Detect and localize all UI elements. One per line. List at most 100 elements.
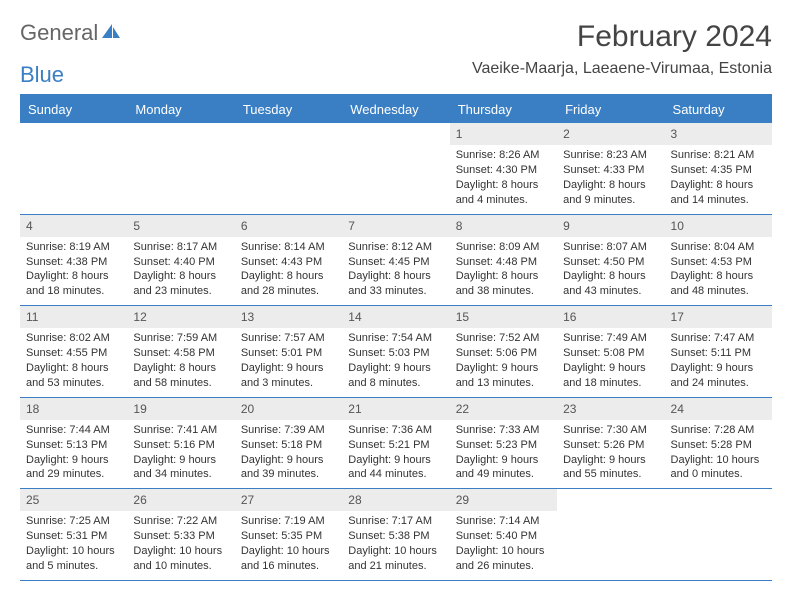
day-number: 3	[665, 123, 772, 145]
day-details: Sunrise: 8:07 AMSunset: 4:50 PMDaylight:…	[557, 237, 664, 305]
day-number: 13	[235, 306, 342, 328]
day-number: 27	[235, 489, 342, 511]
day-details: Sunrise: 7:25 AMSunset: 5:31 PMDaylight:…	[20, 511, 127, 579]
sunset-line: Sunset: 5:06 PM	[456, 346, 551, 361]
day-details: Sunrise: 8:21 AMSunset: 4:35 PMDaylight:…	[665, 145, 772, 213]
day-cell: 26Sunrise: 7:22 AMSunset: 5:33 PMDayligh…	[127, 489, 234, 581]
day-number: 11	[20, 306, 127, 328]
day-number: 12	[127, 306, 234, 328]
day-cell: 18Sunrise: 7:44 AMSunset: 5:13 PMDayligh…	[20, 397, 127, 489]
sunset-line: Sunset: 4:30 PM	[456, 163, 551, 178]
sunset-line: Sunset: 4:55 PM	[26, 346, 121, 361]
day-details: Sunrise: 7:30 AMSunset: 5:26 PMDaylight:…	[557, 420, 664, 488]
sunrise-line: Sunrise: 7:22 AM	[133, 514, 228, 529]
day-details: Sunrise: 7:52 AMSunset: 5:06 PMDaylight:…	[450, 328, 557, 396]
day-details: Sunrise: 7:33 AMSunset: 5:23 PMDaylight:…	[450, 420, 557, 488]
day-cell: 4Sunrise: 8:19 AMSunset: 4:38 PMDaylight…	[20, 214, 127, 306]
day-number: 22	[450, 398, 557, 420]
daylight-line: Daylight: 10 hours and 16 minutes.	[241, 544, 336, 574]
sunrise-line: Sunrise: 7:36 AM	[348, 423, 443, 438]
day-cell: 13Sunrise: 7:57 AMSunset: 5:01 PMDayligh…	[235, 306, 342, 398]
day-number: 17	[665, 306, 772, 328]
day-cell: 6Sunrise: 8:14 AMSunset: 4:43 PMDaylight…	[235, 214, 342, 306]
daylight-line: Daylight: 9 hours and 55 minutes.	[563, 453, 658, 483]
day-number: 24	[665, 398, 772, 420]
sunrise-line: Sunrise: 7:14 AM	[456, 514, 551, 529]
sunset-line: Sunset: 4:53 PM	[671, 255, 766, 270]
day-cell	[127, 123, 234, 214]
day-cell: 16Sunrise: 7:49 AMSunset: 5:08 PMDayligh…	[557, 306, 664, 398]
day-number: 16	[557, 306, 664, 328]
daylight-line: Daylight: 8 hours and 53 minutes.	[26, 361, 121, 391]
week-row: 25Sunrise: 7:25 AMSunset: 5:31 PMDayligh…	[20, 489, 772, 581]
sunset-line: Sunset: 5:31 PM	[26, 529, 121, 544]
daylight-line: Daylight: 8 hours and 9 minutes.	[563, 178, 658, 208]
sunset-line: Sunset: 5:16 PM	[133, 438, 228, 453]
sunset-line: Sunset: 4:33 PM	[563, 163, 658, 178]
sunrise-line: Sunrise: 8:07 AM	[563, 240, 658, 255]
day-number: 10	[665, 215, 772, 237]
calendar-table: Sunday Monday Tuesday Wednesday Thursday…	[20, 96, 772, 581]
daylight-line: Daylight: 10 hours and 26 minutes.	[456, 544, 551, 574]
sunrise-line: Sunrise: 7:54 AM	[348, 331, 443, 346]
day-cell	[557, 489, 664, 581]
daylight-line: Daylight: 8 hours and 23 minutes.	[133, 269, 228, 299]
sunrise-line: Sunrise: 7:59 AM	[133, 331, 228, 346]
day-number: 25	[20, 489, 127, 511]
day-cell: 17Sunrise: 7:47 AMSunset: 5:11 PMDayligh…	[665, 306, 772, 398]
day-details: Sunrise: 7:39 AMSunset: 5:18 PMDaylight:…	[235, 420, 342, 488]
daylight-line: Daylight: 10 hours and 10 minutes.	[133, 544, 228, 574]
week-row: 11Sunrise: 8:02 AMSunset: 4:55 PMDayligh…	[20, 306, 772, 398]
daylight-line: Daylight: 8 hours and 18 minutes.	[26, 269, 121, 299]
sunrise-line: Sunrise: 8:19 AM	[26, 240, 121, 255]
day-cell: 2Sunrise: 8:23 AMSunset: 4:33 PMDaylight…	[557, 123, 664, 214]
day-details: Sunrise: 7:22 AMSunset: 5:33 PMDaylight:…	[127, 511, 234, 579]
daylight-line: Daylight: 9 hours and 44 minutes.	[348, 453, 443, 483]
sunset-line: Sunset: 4:43 PM	[241, 255, 336, 270]
title-block: February 2024 Vaeike-Maarja, Laeaene-Vir…	[472, 20, 772, 78]
day-cell: 22Sunrise: 7:33 AMSunset: 5:23 PMDayligh…	[450, 397, 557, 489]
day-details: Sunrise: 8:17 AMSunset: 4:40 PMDaylight:…	[127, 237, 234, 305]
sunset-line: Sunset: 5:40 PM	[456, 529, 551, 544]
day-details: Sunrise: 8:12 AMSunset: 4:45 PMDaylight:…	[342, 237, 449, 305]
day-details: Sunrise: 7:57 AMSunset: 5:01 PMDaylight:…	[235, 328, 342, 396]
day-number: 18	[20, 398, 127, 420]
day-cell	[20, 123, 127, 214]
sunset-line: Sunset: 4:35 PM	[671, 163, 766, 178]
month-title: February 2024	[472, 20, 772, 54]
daylight-line: Daylight: 10 hours and 21 minutes.	[348, 544, 443, 574]
sunset-line: Sunset: 5:18 PM	[241, 438, 336, 453]
sunset-line: Sunset: 5:28 PM	[671, 438, 766, 453]
sunset-line: Sunset: 5:03 PM	[348, 346, 443, 361]
day-cell	[342, 123, 449, 214]
day-details: Sunrise: 7:17 AMSunset: 5:38 PMDaylight:…	[342, 511, 449, 579]
sunrise-line: Sunrise: 7:30 AM	[563, 423, 658, 438]
sunrise-line: Sunrise: 8:04 AM	[671, 240, 766, 255]
day-cell: 28Sunrise: 7:17 AMSunset: 5:38 PMDayligh…	[342, 489, 449, 581]
sunset-line: Sunset: 4:50 PM	[563, 255, 658, 270]
logo-text-general: General	[20, 20, 98, 46]
daylight-line: Daylight: 10 hours and 5 minutes.	[26, 544, 121, 574]
day-details: Sunrise: 7:28 AMSunset: 5:28 PMDaylight:…	[665, 420, 772, 488]
day-number: 6	[235, 215, 342, 237]
daylight-line: Daylight: 9 hours and 34 minutes.	[133, 453, 228, 483]
sunrise-line: Sunrise: 8:12 AM	[348, 240, 443, 255]
sunrise-line: Sunrise: 7:19 AM	[241, 514, 336, 529]
day-header: Saturday	[665, 96, 772, 123]
daylight-line: Daylight: 9 hours and 39 minutes.	[241, 453, 336, 483]
daylight-line: Daylight: 8 hours and 43 minutes.	[563, 269, 658, 299]
day-details: Sunrise: 7:47 AMSunset: 5:11 PMDaylight:…	[665, 328, 772, 396]
day-cell: 3Sunrise: 8:21 AMSunset: 4:35 PMDaylight…	[665, 123, 772, 214]
day-details: Sunrise: 8:14 AMSunset: 4:43 PMDaylight:…	[235, 237, 342, 305]
daylight-line: Daylight: 9 hours and 24 minutes.	[671, 361, 766, 391]
logo: General	[20, 20, 124, 46]
daylight-line: Daylight: 8 hours and 38 minutes.	[456, 269, 551, 299]
day-cell: 27Sunrise: 7:19 AMSunset: 5:35 PMDayligh…	[235, 489, 342, 581]
sunset-line: Sunset: 4:40 PM	[133, 255, 228, 270]
day-details: Sunrise: 8:26 AMSunset: 4:30 PMDaylight:…	[450, 145, 557, 213]
day-details: Sunrise: 8:19 AMSunset: 4:38 PMDaylight:…	[20, 237, 127, 305]
sunset-line: Sunset: 4:48 PM	[456, 255, 551, 270]
day-cell: 5Sunrise: 8:17 AMSunset: 4:40 PMDaylight…	[127, 214, 234, 306]
day-number: 2	[557, 123, 664, 145]
sunrise-line: Sunrise: 7:25 AM	[26, 514, 121, 529]
